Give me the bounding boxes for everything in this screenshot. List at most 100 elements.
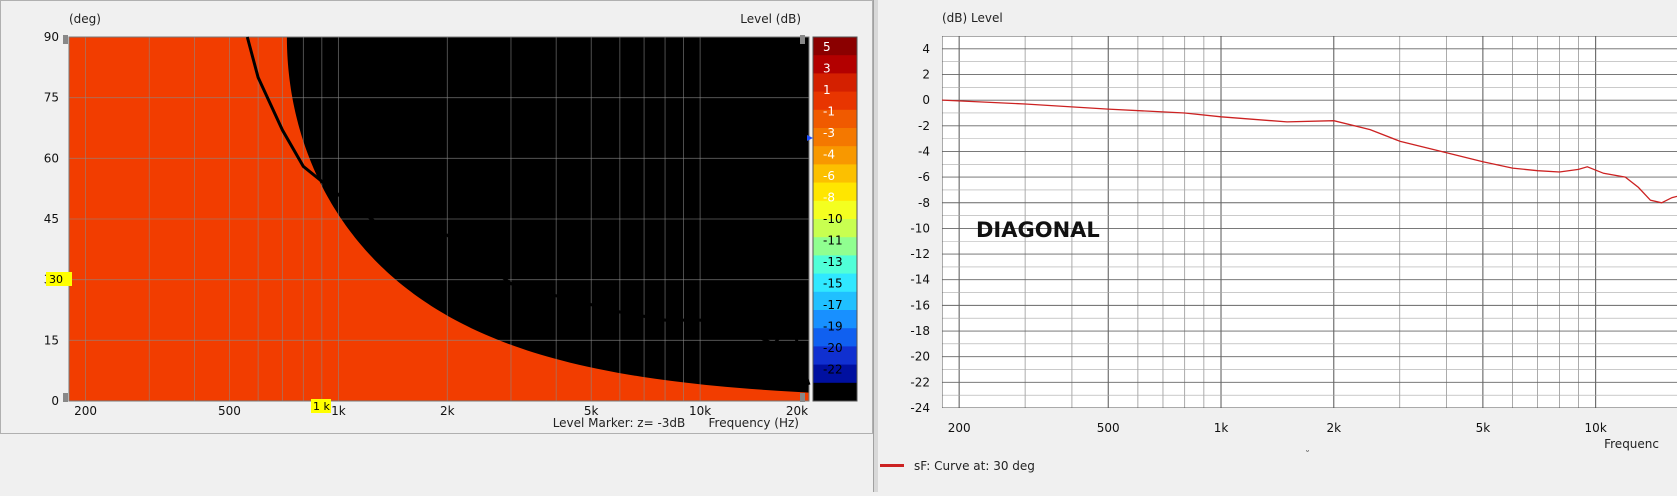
level-marker-text: Level Marker: z= -3dB bbox=[553, 416, 686, 430]
polar-map-panel: (deg) Level (dB) 0153045607590 2005001k2… bbox=[0, 0, 873, 434]
level-marker-curve bbox=[245, 36, 811, 386]
heatmap-x-ticks: 200 500 1k 2k 5k 10k 20k bbox=[74, 404, 808, 418]
response-panel: (dB) Level 4 2 0 -2 -4 -6 -8 -10 -12 -14 -16 -18 -20… bbox=[878, 0, 1677, 492]
colorbar-title: Level (dB) bbox=[740, 12, 801, 26]
y-tick-label: -16 bbox=[910, 298, 930, 312]
y-tick-label: 4 bbox=[922, 42, 930, 56]
y-tick-label: -4 bbox=[918, 144, 930, 158]
colorbar-tick: -10 bbox=[823, 212, 843, 226]
y-tick-label: -22 bbox=[910, 375, 930, 389]
colorbar: 5 3 1 -1 -3 -4 -6 -8 -10 -11 -13 -15 -17 -19 -20 -22 -24 bbox=[812, 36, 858, 402]
response-grid bbox=[942, 36, 1677, 408]
y-tick-label: -12 bbox=[910, 247, 930, 261]
colorbar-swatch bbox=[813, 291, 857, 311]
scroll-indicator-icon[interactable]: ˘ bbox=[1305, 449, 1310, 461]
response-y-ticks: 4 2 0 -2 -4 -6 -8 -10 -12 -14 -16 -18 -20 -22 -24 bbox=[910, 42, 930, 415]
colorbar-swatch bbox=[813, 237, 857, 256]
y-tick-label: -20 bbox=[910, 350, 930, 364]
y-scroll-handle-bottom[interactable] bbox=[63, 393, 68, 402]
colorbar-swatch bbox=[813, 128, 857, 147]
right-scroll-handle-top[interactable] bbox=[800, 35, 805, 44]
y-tick-label: 0 bbox=[922, 93, 930, 107]
colorbar-tick: -20 bbox=[823, 341, 843, 355]
y-tick-label: -14 bbox=[910, 273, 930, 287]
y-tick-label: -8 bbox=[918, 196, 930, 210]
colorbar-swatch bbox=[813, 364, 857, 384]
colorbar-tick: -8 bbox=[823, 191, 835, 205]
y-scroll-handle-top[interactable] bbox=[63, 35, 68, 44]
x-axis-label: Frequency (Hz) bbox=[709, 416, 800, 430]
cursor-y-readout-box bbox=[46, 272, 72, 286]
heatmap-band bbox=[286, 37, 809, 393]
response-chart: (dB) Level 4 2 0 -2 -4 -6 -8 -10 -12 -14 -16 -18 -20… bbox=[880, 11, 1677, 473]
colorbar-tick: -19 bbox=[823, 320, 843, 334]
colorbar-tick: -17 bbox=[823, 298, 843, 312]
colorbar-swatch bbox=[813, 255, 857, 275]
legend-label: sF: Curve at: 30 deg bbox=[914, 459, 1035, 473]
x-axis-label-right: Frequenc bbox=[1604, 437, 1659, 451]
colorbar-frame bbox=[812, 36, 858, 402]
legend-swatch bbox=[880, 464, 904, 467]
y-tick-label: -10 bbox=[910, 221, 930, 235]
y-tick-label: 60 bbox=[44, 151, 59, 165]
colorbar-tick: -13 bbox=[823, 255, 843, 269]
x-tick-label: 10k bbox=[689, 404, 711, 418]
panel-splitter[interactable] bbox=[873, 0, 878, 492]
x-tick-label: 20k bbox=[786, 404, 808, 418]
colorbar-swatch bbox=[813, 109, 857, 129]
plot-area bbox=[942, 36, 1677, 408]
x-tick-label: 5k bbox=[584, 404, 599, 418]
colorbar-tick: -3 bbox=[823, 126, 835, 140]
y-tick-label: -6 bbox=[918, 170, 930, 184]
colorbar-tick: -15 bbox=[823, 277, 843, 291]
colorbar-swatch bbox=[813, 328, 857, 347]
colorbar-swatch bbox=[813, 382, 857, 402]
x-tick-label: 1k bbox=[1214, 421, 1229, 435]
y-tick-label: -18 bbox=[910, 324, 930, 338]
cursor-x-readout-box bbox=[311, 399, 331, 413]
y-tick-label: -24 bbox=[910, 401, 930, 415]
x-tick-label: 500 bbox=[218, 404, 241, 418]
colorbar-swatch bbox=[813, 37, 857, 56]
y-tick-label: 45 bbox=[44, 212, 59, 226]
colorbar-swatch bbox=[813, 310, 857, 329]
x-tick-label: 200 bbox=[74, 404, 97, 418]
colorbar-tick: -11 bbox=[823, 234, 843, 248]
response-x-ticks: 200 500 1k 2k 5k 10k bbox=[948, 421, 1607, 435]
colorbar-tick: -24 bbox=[823, 384, 843, 398]
colorbar-swatch bbox=[813, 182, 857, 202]
x-tick-label: 2k bbox=[1326, 421, 1341, 435]
colorbar-swatch bbox=[813, 219, 857, 238]
x-tick-label: 500 bbox=[1097, 421, 1120, 435]
colorbar-tick: -22 bbox=[823, 363, 843, 377]
heatmap-frame bbox=[68, 36, 810, 402]
colorbar-marker-arrow[interactable] bbox=[807, 135, 813, 141]
x-tick-label: 200 bbox=[948, 421, 971, 435]
y-tick-label: 0 bbox=[51, 394, 59, 408]
colorbar-swatch bbox=[813, 91, 857, 111]
colorbar-swatch bbox=[813, 146, 857, 165]
y-tick-label: -2 bbox=[918, 119, 930, 133]
x-tick-label: 5k bbox=[1476, 421, 1491, 435]
y-axis-label-right: (dB) Level bbox=[942, 11, 1003, 25]
colorbar-tick: -6 bbox=[823, 169, 835, 183]
colorbar-tick: -4 bbox=[823, 148, 835, 162]
colorbar-tick: 5 bbox=[823, 40, 831, 54]
colorbar-tick: 3 bbox=[823, 62, 831, 76]
colorbar-swatch bbox=[813, 73, 857, 93]
y-axis-label: (deg) bbox=[69, 12, 101, 26]
x-tick-label: 2k bbox=[440, 404, 455, 418]
right-scroll-handle-bottom[interactable] bbox=[800, 393, 805, 402]
y-tick-label: 2 bbox=[922, 67, 930, 81]
response-curve bbox=[942, 99, 1677, 204]
diagonal-annotation: DIAGONAL bbox=[976, 218, 1100, 242]
heatmap-grid bbox=[68, 36, 810, 402]
y-tick-label: 75 bbox=[44, 91, 59, 105]
polar-map-chart: (deg) Level (dB) 0153045607590 2005001k2… bbox=[44, 12, 858, 430]
colorbar-swatch bbox=[813, 346, 857, 366]
colorbar-swatch bbox=[813, 55, 857, 74]
x-tick-label: 1k bbox=[331, 404, 346, 418]
colorbar-swatch bbox=[813, 200, 857, 220]
cursor-y-readout: 30 bbox=[49, 273, 63, 286]
colorbar-swatch bbox=[813, 164, 857, 184]
